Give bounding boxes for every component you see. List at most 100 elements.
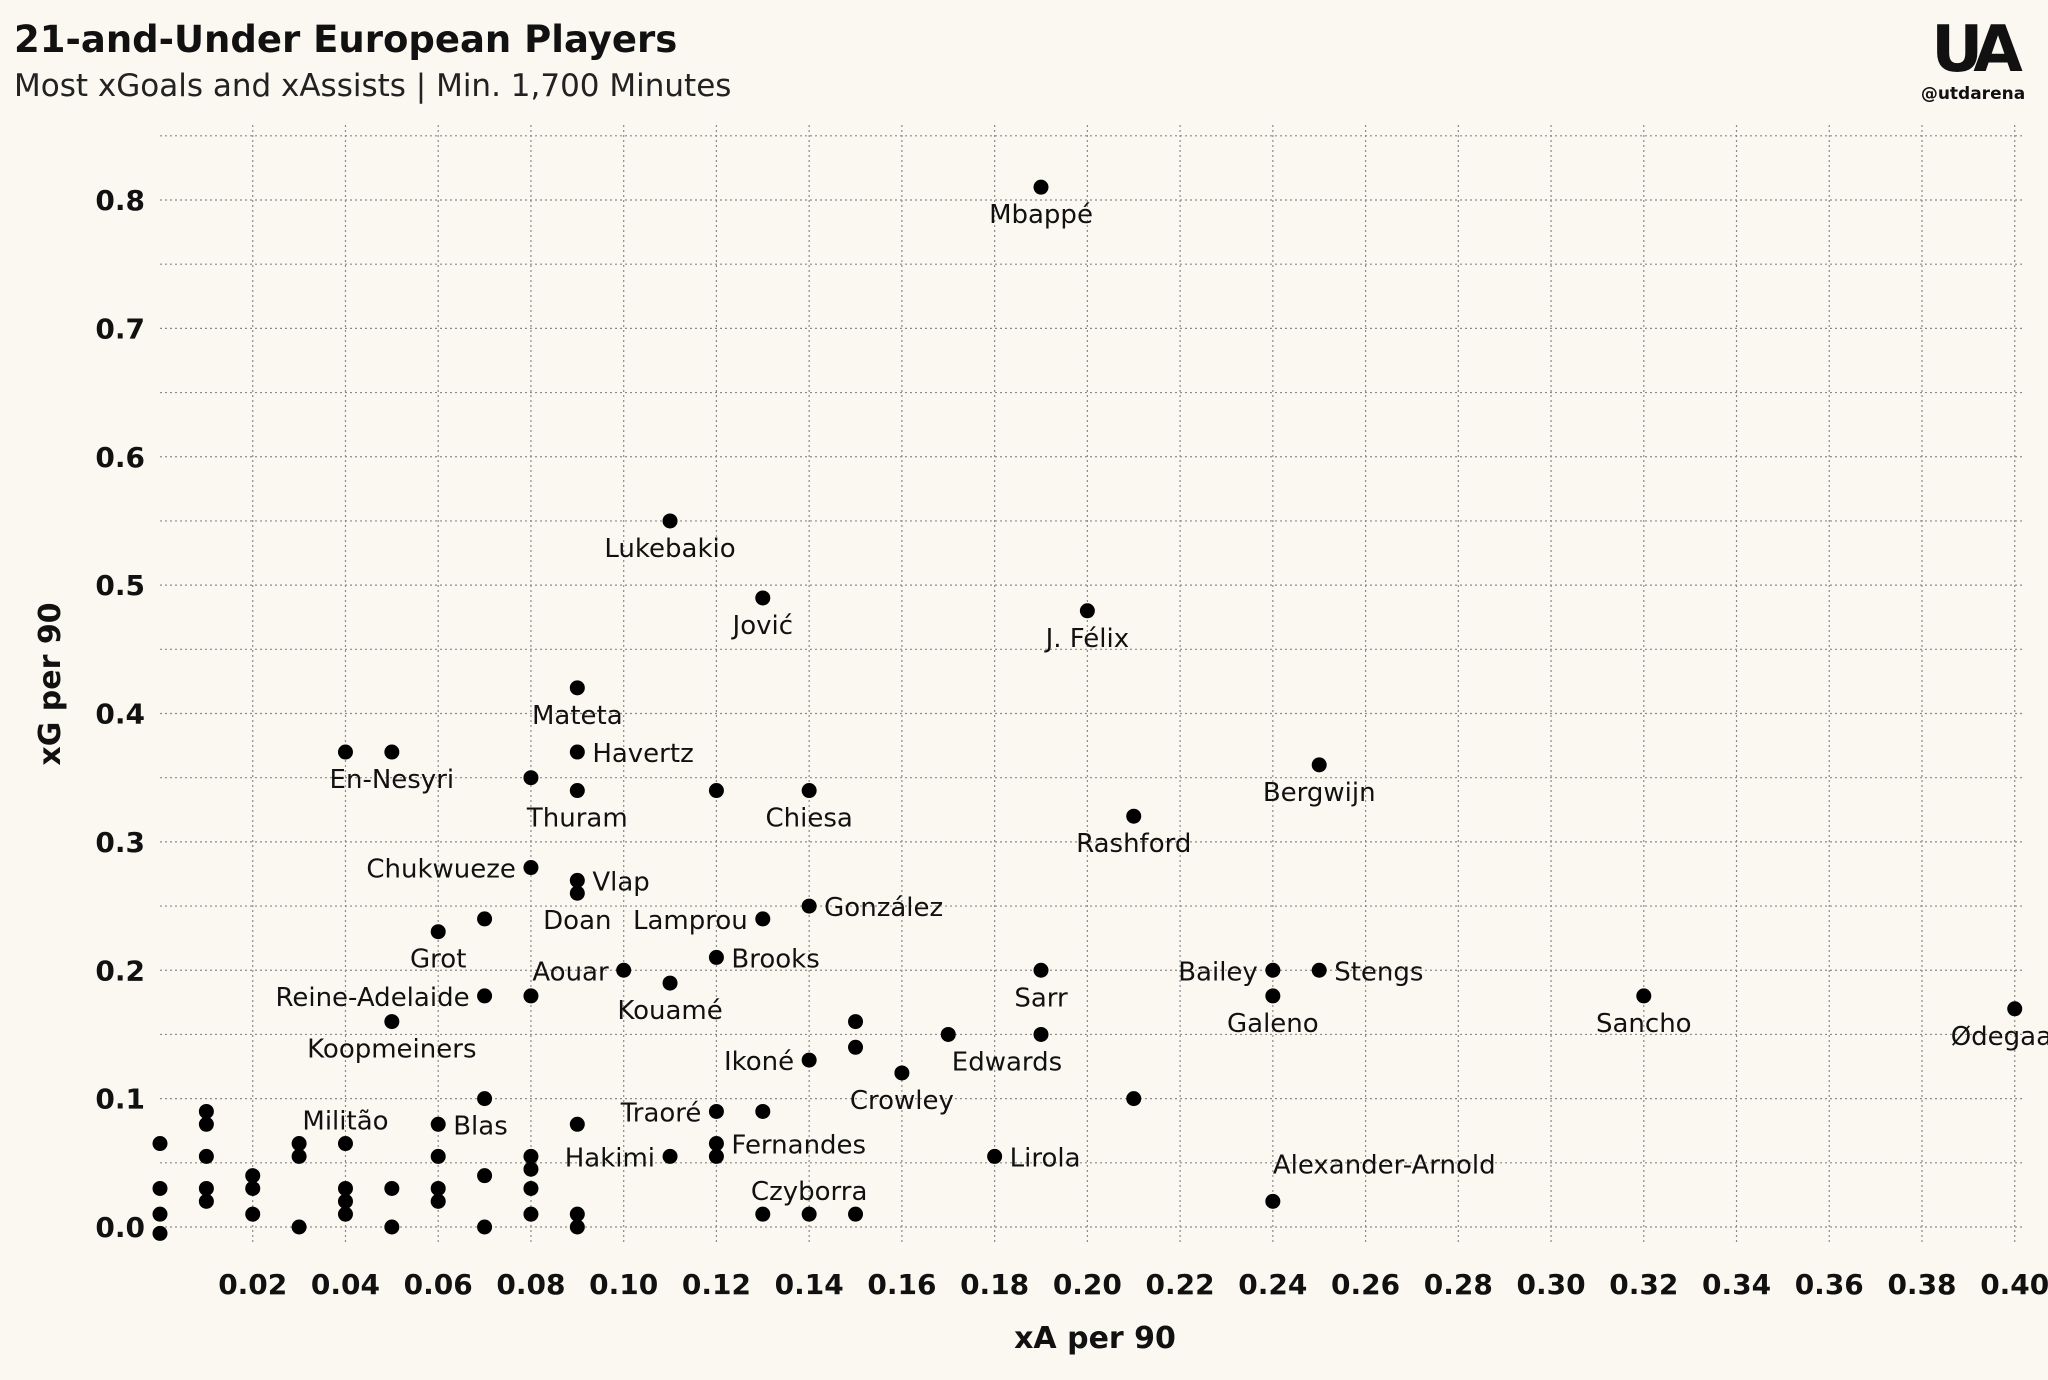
data-point	[1079, 603, 1095, 619]
x-tick-label: 0.32	[1609, 1268, 1678, 1301]
point-label: Havertz	[592, 739, 693, 769]
data-point	[384, 1180, 400, 1196]
point-labels: Mbappé Lukebakio Jović J. Félix Mateta En-Nes…	[275, 200, 2048, 1207]
data-point	[1636, 988, 1652, 1004]
data-point	[940, 1026, 956, 1042]
data-point	[245, 1206, 261, 1222]
data-point	[569, 885, 585, 901]
data-point	[477, 1091, 493, 1107]
data-point	[801, 898, 817, 914]
data-point	[1126, 1091, 1142, 1107]
point-label: Traoré	[620, 1098, 702, 1128]
chart-subtitle: Most xGoals and xAssists | Min. 1,700 Mi…	[14, 68, 732, 104]
data-point	[1265, 962, 1281, 978]
point-label: Galeno	[1227, 1009, 1319, 1039]
data-point	[708, 1148, 724, 1164]
data-point	[755, 1103, 771, 1119]
data-point	[708, 1136, 724, 1152]
x-tick-label: 0.38	[1887, 1268, 1956, 1301]
data-point	[430, 1148, 446, 1164]
y-tick-label: 0.6	[95, 441, 145, 474]
data-point	[198, 1103, 214, 1119]
data-point	[523, 1206, 539, 1222]
data-point	[801, 783, 817, 799]
data-point	[523, 1161, 539, 1177]
point-label: J. Félix	[1044, 624, 1130, 654]
data-point	[198, 1148, 214, 1164]
data-point	[708, 1103, 724, 1119]
data-point	[894, 1065, 910, 1081]
point-label: Kouamé	[617, 996, 722, 1026]
data-point	[198, 1180, 214, 1196]
data-point	[245, 1180, 261, 1196]
data-point	[523, 860, 539, 876]
data-point	[1265, 988, 1281, 1004]
point-label: Brooks	[731, 944, 819, 974]
data-point	[152, 1136, 168, 1152]
point-label: Edwards	[952, 1047, 1062, 1077]
data-point	[337, 1193, 353, 1209]
point-label: Bailey	[1178, 957, 1258, 987]
data-point	[569, 1206, 585, 1222]
point-label: Crowley	[850, 1086, 954, 1116]
data-point	[523, 770, 539, 786]
point-label: Alexander-Arnold	[1273, 1150, 1496, 1180]
y-tick-label: 0.1	[95, 1083, 145, 1116]
x-tick-label: 0.22	[1146, 1268, 1215, 1301]
x-tick-label: 0.26	[1331, 1268, 1400, 1301]
point-label: Blas	[453, 1111, 508, 1141]
point-label: Hakimi	[565, 1143, 655, 1173]
data-point	[337, 744, 353, 760]
point-label: Sancho	[1596, 1009, 1692, 1039]
data-point	[662, 975, 678, 991]
x-tick-label: 0.08	[496, 1268, 565, 1301]
x-tick-label: 0.16	[867, 1268, 936, 1301]
data-point	[708, 783, 724, 799]
point-label: Stengs	[1334, 957, 1423, 987]
y-tick-label: 0.2	[95, 954, 145, 987]
point-label: Chukwueze	[366, 855, 516, 885]
data-point	[569, 1116, 585, 1132]
grid-lines	[160, 125, 2025, 1245]
data-point	[755, 590, 771, 606]
point-label: Vlap	[592, 867, 649, 897]
data-point	[337, 1180, 353, 1196]
data-point	[523, 988, 539, 1004]
data-point	[569, 1219, 585, 1235]
data-point	[198, 1193, 214, 1209]
point-label: Militão	[302, 1107, 388, 1137]
data-point	[384, 744, 400, 760]
data-point	[337, 1136, 353, 1152]
x-tick-label: 0.18	[960, 1268, 1029, 1301]
data-point	[1265, 1193, 1281, 1209]
data-point	[291, 1148, 307, 1164]
data-point	[848, 1039, 864, 1055]
x-tick-label: 0.06	[404, 1268, 473, 1301]
data-point	[477, 988, 493, 1004]
data-point	[384, 1219, 400, 1235]
data-point	[1033, 1026, 1049, 1042]
data-point	[291, 1136, 307, 1152]
data-point	[755, 1206, 771, 1222]
data-point	[801, 1052, 817, 1068]
x-tick-label: 0.36	[1795, 1268, 1864, 1301]
logo-mark: UA	[1931, 13, 2023, 87]
tick-labels: 0.02 0.04 0.06 0.08 0.10 0.12 0.14 0.16 0.18 0.20…	[95, 184, 2048, 1301]
x-tick-label: 0.10	[589, 1268, 658, 1301]
y-axis-label: xG per 90	[33, 602, 68, 765]
point-label: Lirola	[1010, 1143, 1081, 1173]
data-point	[1126, 808, 1142, 824]
x-tick-label: 0.28	[1424, 1268, 1493, 1301]
y-tick-label: 0.8	[95, 184, 145, 217]
brand-logo: UA @utdarena	[1908, 18, 2038, 104]
point-label: Lamprou	[633, 906, 748, 936]
data-point	[569, 872, 585, 888]
x-axis-label: xA per 90	[1014, 1321, 1176, 1356]
data-point	[569, 783, 585, 799]
data-point	[430, 1180, 446, 1196]
point-label: Aouar	[532, 957, 609, 987]
data-point	[1311, 962, 1327, 978]
data-point	[801, 1206, 817, 1222]
point-label: Reine-Adelaide	[275, 983, 469, 1013]
